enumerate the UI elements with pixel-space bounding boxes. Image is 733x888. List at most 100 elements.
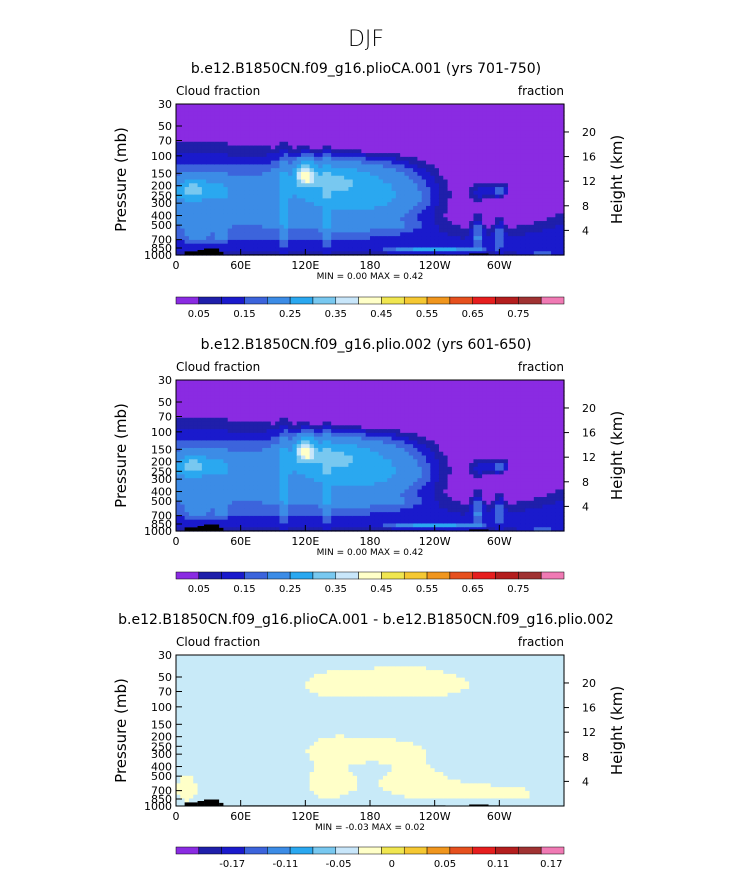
field-cell — [305, 410, 311, 415]
field-cell — [507, 156, 513, 162]
field-cell — [223, 213, 229, 218]
field-cell — [507, 251, 513, 256]
field-cell — [374, 141, 380, 147]
field-cell — [339, 107, 345, 113]
field-cell — [391, 130, 397, 135]
field-cell — [249, 417, 255, 423]
field-cell — [292, 198, 298, 203]
field-cell — [197, 149, 203, 154]
field-cell — [443, 213, 449, 218]
field-cell — [193, 119, 199, 124]
field-cell — [313, 451, 319, 457]
field-cell — [270, 451, 276, 457]
field-cell — [486, 104, 492, 109]
field-cell — [322, 141, 328, 147]
field-cell — [486, 111, 492, 116]
field-cell — [253, 474, 259, 479]
field-cell — [555, 187, 561, 192]
field-cell — [201, 217, 207, 222]
field-cell — [292, 243, 298, 249]
field-cell — [339, 198, 345, 203]
field-cell — [365, 221, 371, 226]
field-cell — [288, 209, 293, 215]
field-cell — [176, 209, 181, 215]
field-cell — [447, 228, 453, 233]
field-cell — [404, 145, 410, 150]
field-cell — [499, 179, 505, 184]
field-cell — [469, 141, 475, 147]
field-cell — [305, 179, 311, 184]
field-cell — [542, 198, 548, 203]
field-cell — [296, 387, 302, 392]
field-cell — [219, 398, 225, 404]
field-cell — [206, 421, 212, 426]
field-cell — [447, 232, 453, 237]
field-cell — [266, 194, 272, 199]
field-cell — [318, 168, 324, 173]
field-cell — [223, 190, 229, 196]
field-cell — [288, 243, 293, 249]
field-cell — [529, 236, 535, 241]
field-cell — [404, 251, 410, 256]
field-cell — [275, 205, 281, 211]
field-cell — [331, 247, 337, 252]
field-cell — [180, 455, 186, 460]
field-cell — [352, 104, 358, 109]
field-cell — [197, 463, 203, 468]
field-cell — [283, 527, 289, 532]
field-cell — [451, 221, 457, 226]
field-cell — [469, 156, 475, 162]
field-cell — [210, 221, 216, 226]
field-cell — [382, 115, 388, 120]
field-cell — [244, 429, 250, 434]
field-cell — [365, 130, 371, 135]
field-cell — [322, 205, 328, 211]
field-cell — [477, 243, 483, 249]
colorbar-swatch — [289, 296, 314, 305]
field-cell — [301, 160, 306, 165]
field-cell — [421, 190, 427, 196]
field-cell — [361, 111, 367, 116]
field-cell — [326, 153, 332, 158]
field-cell — [520, 119, 526, 124]
field-cell — [490, 160, 496, 165]
field-cell — [370, 156, 375, 162]
field-cell — [538, 224, 544, 230]
field-cell — [499, 228, 505, 233]
field-cell — [253, 489, 259, 494]
colorbar-label: 0.65 — [462, 309, 484, 320]
field-cell — [262, 410, 268, 415]
field-cell — [184, 380, 190, 385]
field-cell — [176, 447, 181, 453]
field-cell — [400, 187, 406, 192]
field-cell — [257, 187, 263, 192]
field-cell — [404, 149, 410, 154]
field-cell — [227, 126, 233, 132]
field-cell — [262, 190, 268, 196]
field-cell — [438, 183, 444, 188]
field-cell — [331, 145, 337, 150]
field-cell — [206, 451, 212, 457]
field-cell — [417, 126, 423, 132]
field-cell — [219, 387, 225, 392]
field-cell — [180, 440, 186, 445]
field-cell — [387, 164, 393, 169]
field-cell — [292, 444, 298, 449]
field-cell — [227, 247, 233, 252]
field-cell — [313, 149, 319, 154]
field-cell — [262, 459, 268, 464]
field-cell — [219, 160, 225, 165]
field-cell — [482, 160, 487, 165]
field-cell — [309, 243, 315, 249]
field-cell — [365, 239, 371, 245]
field-cell — [339, 119, 345, 124]
field-cell — [305, 508, 311, 513]
field-cell — [227, 137, 233, 143]
field-cell — [486, 190, 492, 196]
field-cell — [499, 153, 505, 158]
field-cell — [305, 387, 311, 392]
field-cell — [188, 451, 194, 457]
field-cell — [253, 463, 259, 468]
field-cell — [206, 515, 212, 521]
field-cell — [322, 213, 328, 218]
